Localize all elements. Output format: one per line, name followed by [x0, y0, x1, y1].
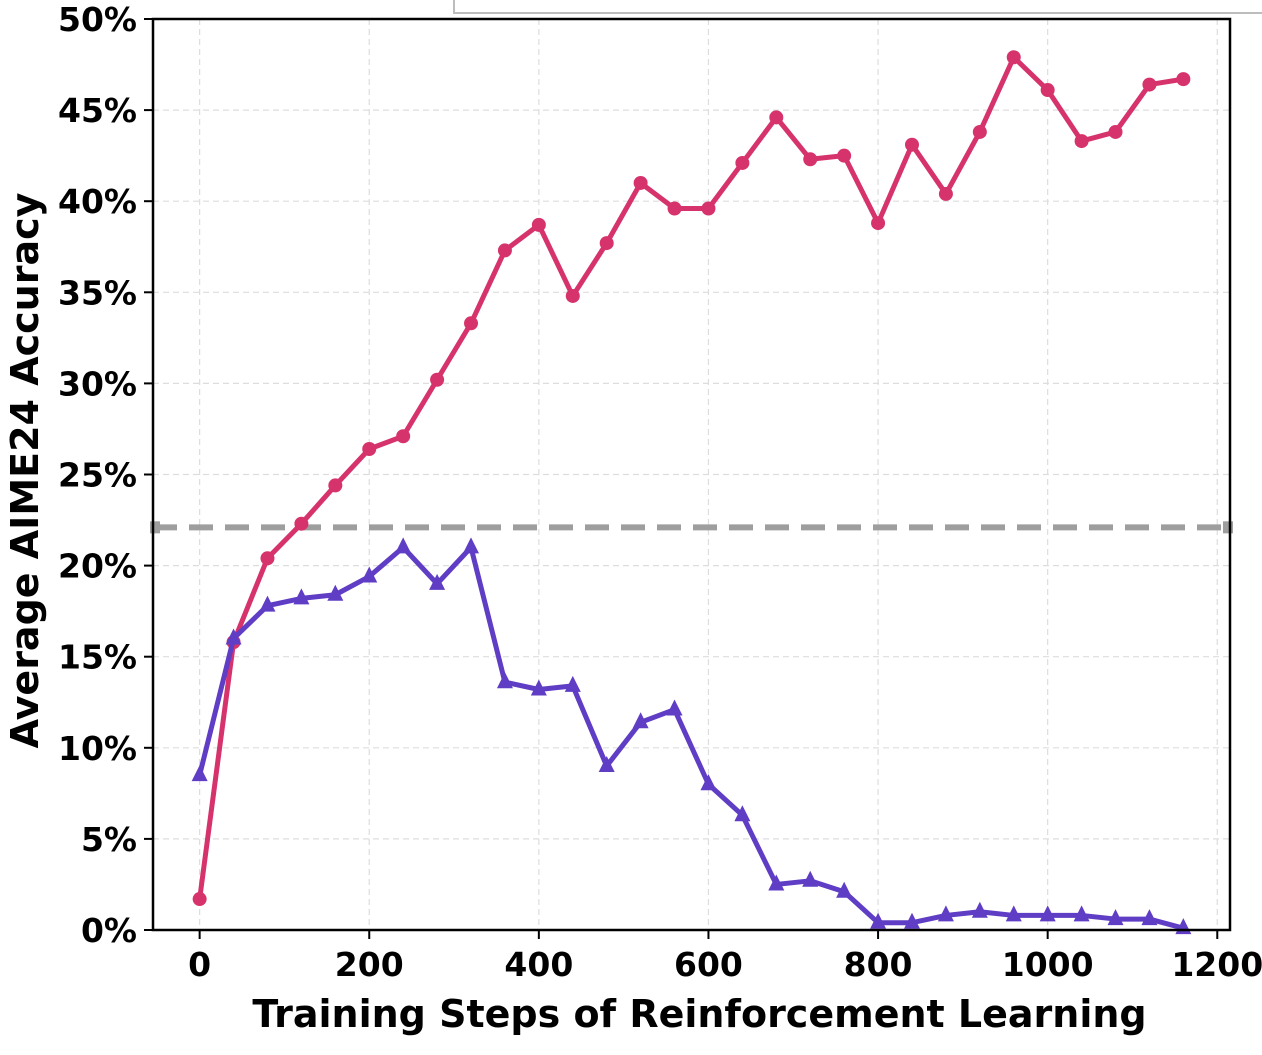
series-1-point: [700, 774, 717, 791]
y-tick-label: 10%: [58, 729, 137, 768]
series-0-point: [430, 372, 445, 387]
series-1-point: [632, 712, 649, 729]
series-1-point: [530, 679, 547, 696]
series-0-point: [260, 551, 275, 566]
reference-line-cap-left: [150, 521, 160, 534]
y-tick-label: 45%: [58, 91, 137, 130]
x-tick-label: 1200: [1171, 945, 1262, 984]
series-0-point: [1040, 83, 1055, 98]
series-0-point: [294, 516, 309, 531]
x-tick-label: 1000: [1002, 945, 1094, 984]
series-0-point: [701, 201, 716, 216]
legend-box-cropped: [453, 0, 1262, 14]
series-0-point: [769, 110, 784, 125]
y-tick-label: 0%: [81, 911, 137, 950]
series-0-point: [1142, 77, 1157, 92]
series-1-point: [734, 805, 751, 822]
series-0-point: [1176, 72, 1191, 87]
y-axis-title: Average AIME24 Accuracy: [3, 192, 47, 748]
x-tick-label: 200: [335, 945, 404, 984]
series-1-point: [496, 672, 513, 689]
series-0-point: [1006, 50, 1021, 65]
series-0-point: [667, 201, 682, 216]
x-tick-label: 0: [188, 945, 211, 984]
y-tick-label: 20%: [58, 547, 137, 586]
series-0-point: [565, 288, 580, 303]
series-0-point: [837, 148, 852, 163]
x-tick-label: 600: [674, 945, 743, 984]
series-1-point: [361, 566, 378, 583]
series-1-point: [1107, 909, 1124, 926]
series-1-point: [666, 699, 683, 716]
series-1-point: [259, 595, 276, 612]
series-1-point: [598, 756, 615, 773]
series-1-point: [937, 905, 954, 922]
y-tick-label: 50%: [58, 0, 137, 39]
series-1-point: [564, 675, 581, 692]
series-1-point: [225, 628, 242, 645]
x-axis-title: Training Steps of Reinforcement Learning: [252, 992, 1146, 1036]
series-1-point: [971, 901, 988, 918]
series-line-1: [197, 544, 1185, 931]
series-1-point: [1005, 905, 1022, 922]
x-tick-label: 800: [844, 945, 913, 984]
series-0-point: [362, 441, 377, 456]
x-tick-label: 400: [504, 945, 573, 984]
series-0-point: [464, 316, 479, 331]
series-1-point: [802, 870, 819, 887]
series-0-point: [497, 243, 512, 258]
series-0-point: [1108, 124, 1123, 139]
y-tick-label: 35%: [58, 273, 137, 312]
y-tick-label: 15%: [58, 638, 137, 677]
series-0-point: [735, 155, 750, 170]
series-1-point: [768, 874, 785, 891]
series-0-point: [871, 216, 886, 231]
series-0-point: [972, 124, 987, 139]
series-0-point: [531, 217, 546, 232]
series-0-point: [904, 137, 919, 152]
series-0-point: [328, 478, 343, 493]
series-1-point: [836, 881, 853, 898]
series-0-point: [803, 152, 818, 167]
series-1-point: [1141, 909, 1158, 926]
series-1-point: [191, 765, 208, 782]
reference-line-cap-right: [1223, 521, 1233, 534]
y-tick-label: 40%: [58, 182, 137, 221]
series-1-point: [1073, 905, 1090, 922]
series-0-point: [633, 175, 648, 190]
series-1-point: [903, 912, 920, 929]
y-tick-label: 25%: [58, 456, 137, 495]
series-line-0: [197, 54, 1184, 900]
series-1-point: [1039, 905, 1056, 922]
series-1-point: [293, 588, 310, 605]
series-0-point: [938, 186, 953, 201]
y-tick-label: 5%: [81, 820, 137, 859]
series-0-point: [192, 892, 207, 907]
series-0-point: [599, 236, 614, 251]
series-1-point: [429, 573, 446, 590]
series-0-point: [396, 429, 411, 444]
series-0-point: [1074, 134, 1089, 149]
series-1-point: [395, 537, 412, 554]
series-1-point: [463, 537, 480, 554]
series-1-point: [327, 584, 344, 601]
y-tick-label: 30%: [58, 364, 137, 403]
series-1-point: [870, 912, 887, 929]
